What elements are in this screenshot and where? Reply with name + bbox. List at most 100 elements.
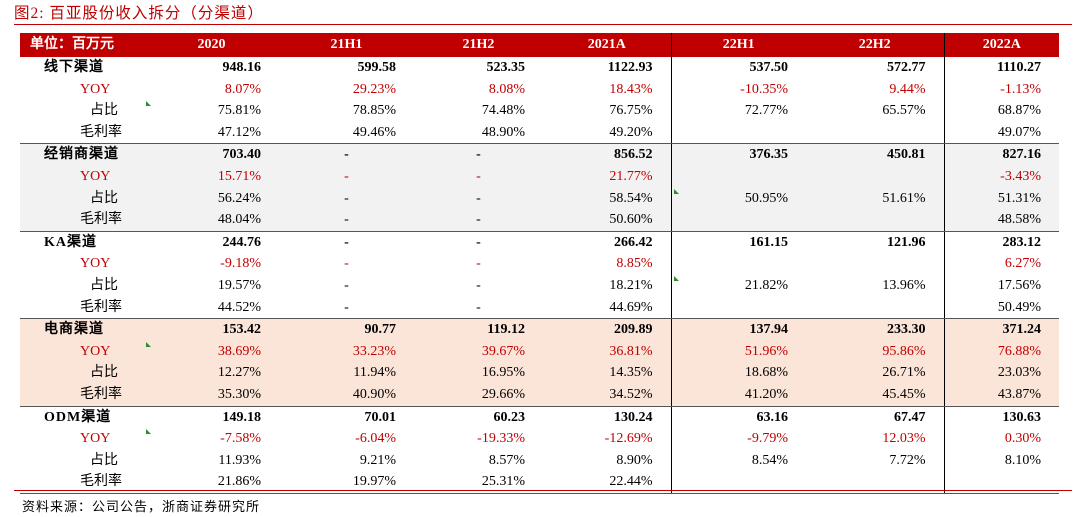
table-cell: 8.57% xyxy=(488,452,525,468)
table-cell: 40.90% xyxy=(279,383,414,407)
table-cell: 44.52% xyxy=(144,296,279,320)
table-cell: 149.18 xyxy=(222,409,262,425)
table-cell xyxy=(806,209,944,232)
table-row-share: 占比 19.57% - - 18.21% 21.82% 13.96% 17.56% xyxy=(20,274,1059,297)
table-cell: 58.54% xyxy=(543,187,671,210)
header-col: 21H1 xyxy=(279,33,414,57)
table-cell: 90.77 xyxy=(279,318,414,341)
error-flag-icon xyxy=(146,101,151,107)
table-cell: 34.52% xyxy=(543,383,671,407)
header-col: 2022A xyxy=(943,33,1059,57)
table-cell: -6.04% xyxy=(355,431,396,447)
row-label: 占比 xyxy=(20,362,144,384)
revenue-table: 单位：百万元 2020 21H1 21H2 2021A 22H1 22H2 20… xyxy=(20,33,1059,494)
table-cell: 38.69% xyxy=(144,340,279,363)
row-label: 线下渠道 xyxy=(44,60,104,75)
table-cell: 599.58 xyxy=(357,60,397,75)
row-label: 电商渠道 xyxy=(20,318,144,341)
table-cell xyxy=(943,471,1059,494)
row-label: 毛利率 xyxy=(20,296,144,320)
table-cell: - xyxy=(344,256,349,272)
table-cell: 130.63 xyxy=(943,406,1059,429)
table-cell: 537.50 xyxy=(670,57,806,79)
table-cell: - xyxy=(476,234,481,250)
row-label: 占比 xyxy=(90,277,118,293)
row-label: 毛利率 xyxy=(20,383,144,407)
table-cell: 56.24% xyxy=(144,187,279,210)
table-cell: 209.89 xyxy=(543,318,671,341)
table-cell: 51.96% xyxy=(670,340,806,363)
table-cell: 21.82% xyxy=(670,274,806,297)
table-cell: - xyxy=(344,277,349,293)
table-cell: 70.01 xyxy=(364,409,397,425)
table-cell: 60.23 xyxy=(493,409,526,425)
table-cell: 21.86% xyxy=(144,471,279,494)
table-cell: 1122.93 xyxy=(607,60,653,75)
table-cell: 50.49% xyxy=(943,296,1059,320)
table-cell: 48.90% xyxy=(414,121,543,145)
table-cell: 11.93% xyxy=(218,452,261,468)
table-cell: - xyxy=(279,143,414,166)
table-row-margin: 毛利率 47.12% 49.46% 48.90% 49.20% 49.07% xyxy=(20,121,1059,145)
table-cell: -7.58% xyxy=(144,428,279,450)
table-cell xyxy=(806,471,944,494)
table-cell: 36.81% xyxy=(543,340,671,363)
row-label: YOY xyxy=(20,340,144,363)
table-cell: 72.77% xyxy=(670,100,806,122)
row-label: 毛利率 xyxy=(20,209,144,232)
table-cell: 39.67% xyxy=(414,340,543,363)
error-flag-icon xyxy=(673,275,679,281)
table-cell: 18.43% xyxy=(609,81,653,97)
table-cell: 47.12% xyxy=(144,121,279,145)
table-row-share: 占比 11.93% 9.21% 8.57% 8.90% 8.54% 7.72% 8.10% xyxy=(20,449,1059,472)
table-cell: 8.85% xyxy=(616,256,653,272)
table-cell: 25.31% xyxy=(414,471,543,494)
table-cell: 703.40 xyxy=(144,143,279,166)
table-cell: -10.35% xyxy=(670,78,806,101)
table-cell: -1.13% xyxy=(943,78,1059,101)
table-cell: 51.61% xyxy=(806,187,944,210)
table-cell: - xyxy=(344,234,349,250)
table-cell: 29.66% xyxy=(414,383,543,407)
table-cell: 49.46% xyxy=(279,121,414,145)
table-cell xyxy=(670,165,806,188)
table-cell: 8.08% xyxy=(488,81,525,97)
table-cell: - xyxy=(414,296,543,320)
table-row-share: 占比 12.27% 11.94% 16.95% 14.35% 18.68% 26.71% 23… xyxy=(20,362,1059,384)
table-cell: 153.42 xyxy=(144,318,279,341)
table-cell: 48.04% xyxy=(144,209,279,232)
row-label: 毛利率 xyxy=(20,121,144,145)
table-cell: 8.07% xyxy=(224,81,261,97)
error-flag-icon xyxy=(146,341,151,347)
table-cell xyxy=(670,121,806,145)
row-label: YOY xyxy=(20,165,144,188)
table-cell: -12.69% xyxy=(604,431,653,447)
table-cell: 450.81 xyxy=(806,143,944,166)
table-cell: 21.77% xyxy=(543,165,671,188)
table-cell: 572.77 xyxy=(887,60,926,75)
table-cell: 6.27% xyxy=(943,253,1059,275)
table-cell: 8.54% xyxy=(670,449,806,472)
source-note: 资料来源：公司公告，浙商证券研究所 xyxy=(22,499,261,514)
table-cell: 17.56% xyxy=(943,274,1059,297)
table-cell: 95.86% xyxy=(806,340,944,363)
table-row-total: KA渠道 244.76 - - 266.42 161.15 121.96 283.12 xyxy=(20,231,1059,254)
table-cell: - xyxy=(279,296,414,320)
header-col: 2021A xyxy=(543,33,671,57)
table-row-margin: 毛利率 35.30% 40.90% 29.66% 34.52% 41.20% 45.45% 4… xyxy=(20,383,1059,407)
table-cell: 233.30 xyxy=(806,318,944,341)
table-cell: 33.23% xyxy=(279,340,414,363)
table-cell: 29.23% xyxy=(352,81,396,97)
table-cell: 78.85% xyxy=(352,103,396,119)
table-cell: 161.15 xyxy=(670,231,806,254)
header-col: 22H2 xyxy=(806,33,944,57)
table-cell: 18.68% xyxy=(670,362,806,384)
table-cell: 51.31% xyxy=(943,187,1059,210)
table-cell xyxy=(670,471,806,494)
table-cell: - xyxy=(414,187,543,210)
table-cell: 8.10% xyxy=(943,449,1059,472)
table-cell: 23.03% xyxy=(943,362,1059,384)
header-row: 单位：百万元 2020 21H1 21H2 2021A 22H1 22H2 20… xyxy=(20,33,1059,57)
table-cell: -3.43% xyxy=(943,165,1059,188)
table-cell: 283.12 xyxy=(943,231,1059,254)
